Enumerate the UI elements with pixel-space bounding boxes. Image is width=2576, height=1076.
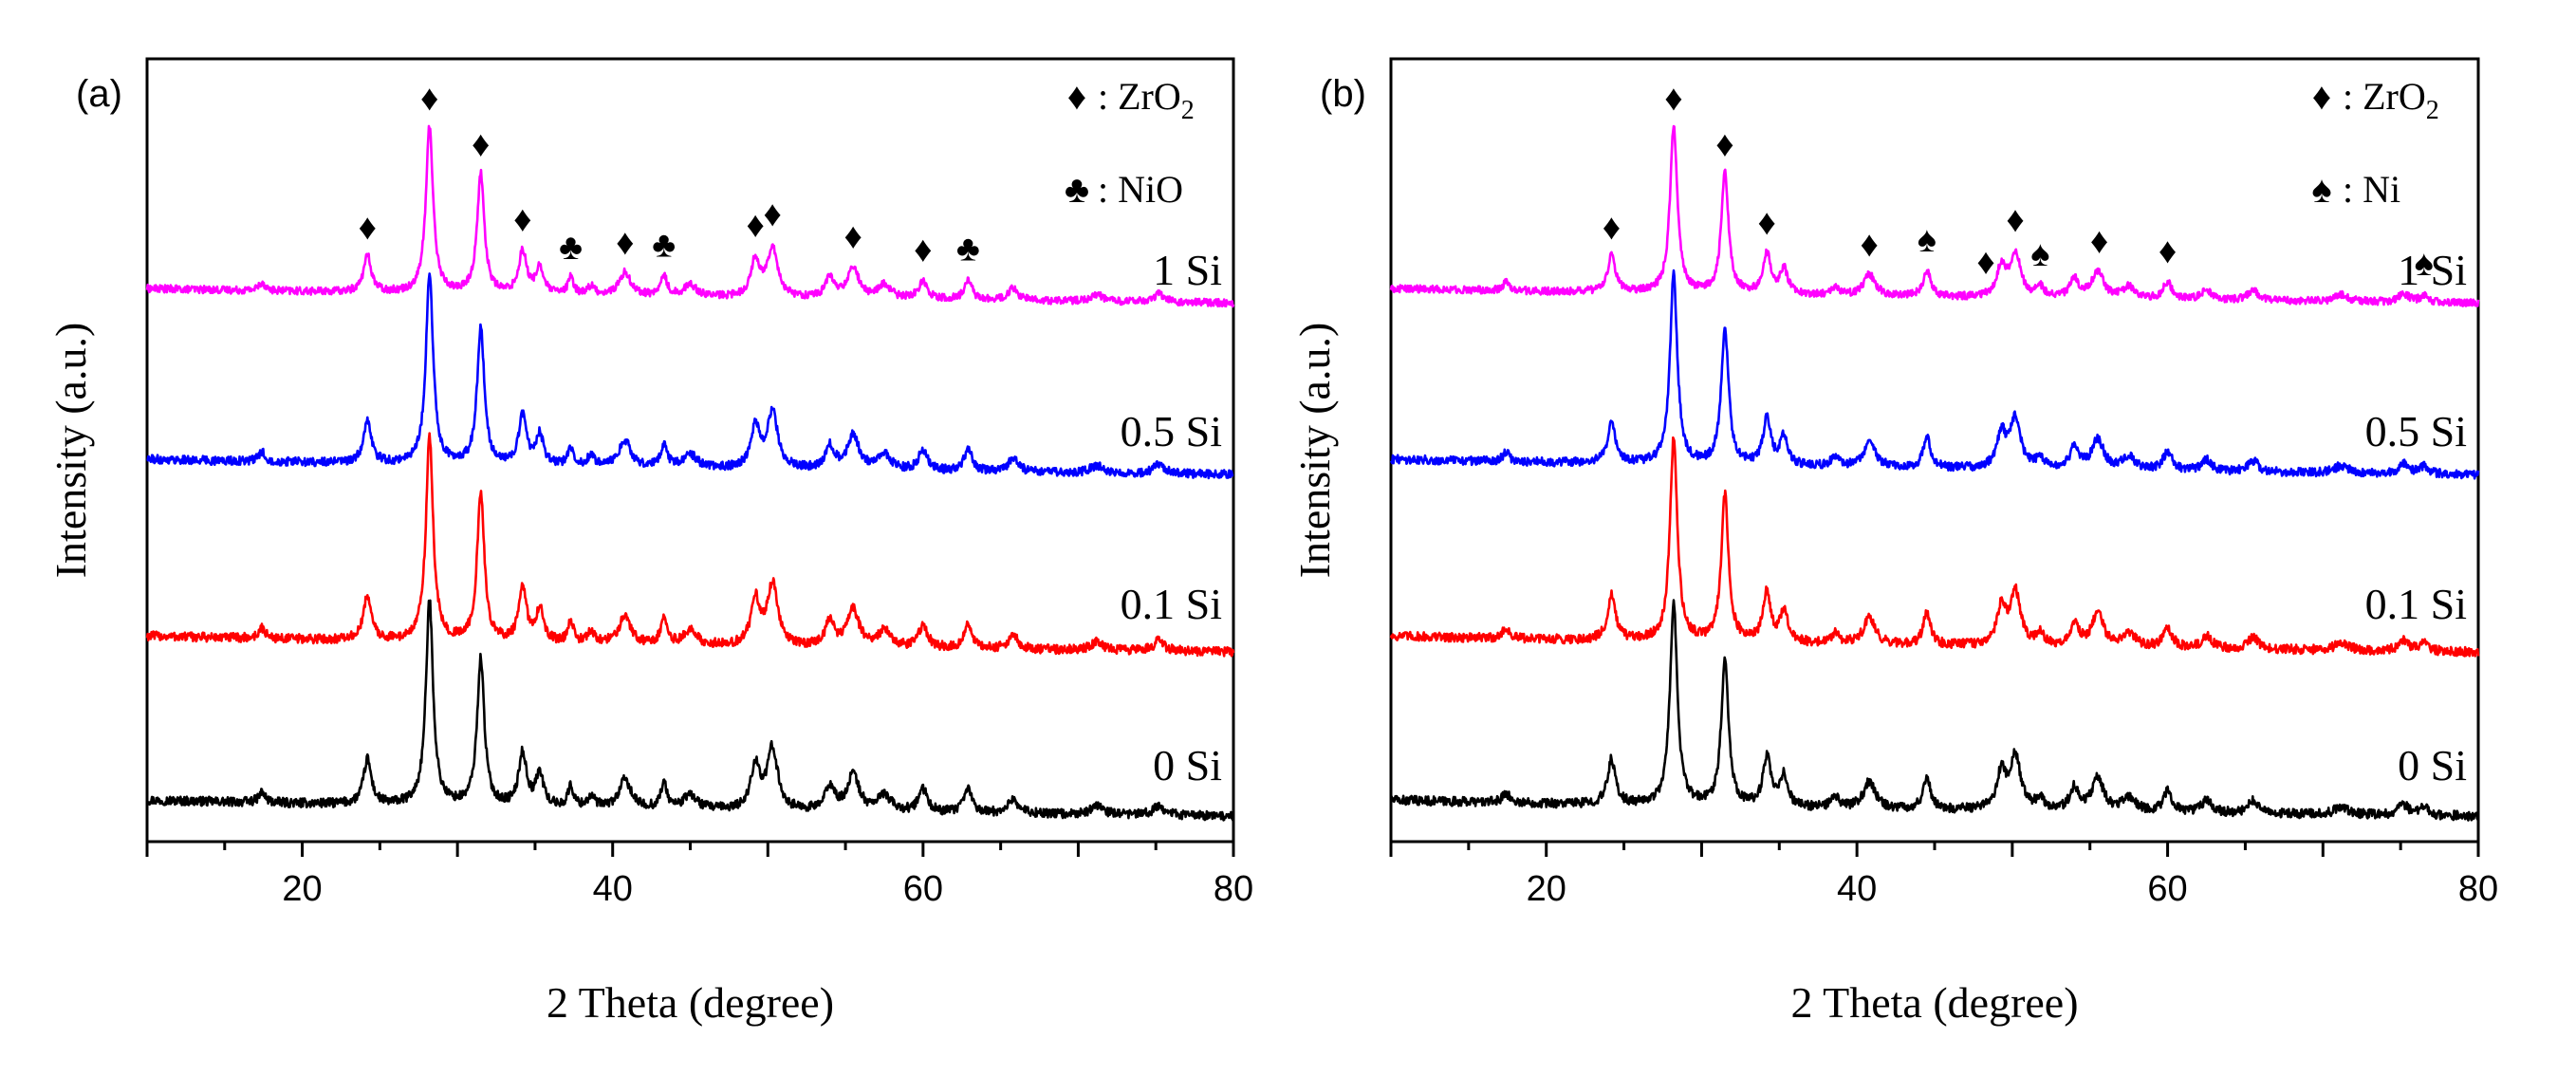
series-label: 0 Si: [1153, 741, 1222, 789]
xrd-pattern-0.5-si: [146, 272, 1234, 480]
legend-symbol: ♦: [2312, 76, 2331, 118]
panel-a: 20 40 60 80 2 Theta (degree) Intensity (a.u.)…: [46, 57, 1253, 1027]
panel-label: (a): [76, 73, 122, 115]
series-label: 1 Si: [2398, 246, 2467, 294]
legend-label: : NiO: [1098, 168, 1183, 211]
zro2-peak-marker: ♦: [1976, 243, 1994, 283]
panel-label: (b): [1320, 73, 1366, 115]
nio-peak-marker: ♣: [652, 226, 676, 266]
x-tick-label: 40: [1837, 869, 1877, 909]
legend-symbol: ♠: [2311, 169, 2331, 211]
zro2-peak-marker: ♦: [472, 124, 490, 164]
y-axis-title: Intensity (a.u.): [1290, 323, 1339, 579]
zro2-peak-marker: ♦: [763, 195, 781, 234]
ni-peak-marker: ♠: [1918, 220, 1937, 260]
series-label: 0.5 Si: [2365, 407, 2467, 455]
xrd-pattern-0.1-si: [1389, 436, 2480, 658]
legend-symbol: ♣: [1065, 169, 1089, 211]
nio-peak-marker: ♣: [956, 229, 980, 269]
nio-peak-marker: ♣: [559, 228, 583, 268]
series-label: 0.5 Si: [1121, 407, 1222, 455]
x-tick-label: 20: [282, 869, 322, 909]
zro2-peak-marker: ♦: [2090, 221, 2108, 261]
zro2-peak-marker: ♦: [2159, 232, 2177, 271]
ni-peak-marker: ♠: [2030, 234, 2049, 274]
zro2-peak-marker: ♦: [844, 216, 862, 256]
series-label: 0.1 Si: [1121, 580, 1222, 628]
series-label: 1 Si: [1153, 246, 1222, 294]
x-axis-title: 2 Theta (degree): [547, 978, 834, 1027]
series-label: 0.1 Si: [2365, 580, 2467, 628]
x-tick-label: 80: [2458, 869, 2498, 909]
xrd-pattern-0-si: [145, 599, 1235, 822]
legend-symbol: ♦: [1067, 76, 1086, 118]
legend-label: : ZrO2: [2343, 75, 2439, 125]
xrd-pattern-0.1-si: [145, 432, 1235, 658]
panel-b: 20 40 60 80 2 Theta (degree) Intensity (a.u.)…: [1290, 57, 2498, 1027]
x-tick-label: 60: [903, 869, 943, 909]
y-axis-title: Intensity (a.u.): [46, 323, 95, 579]
xrd-pattern-0-si: [1389, 599, 2479, 822]
zro2-peak-marker: ♦: [747, 205, 765, 245]
series-label: 0 Si: [2398, 741, 2467, 789]
ni-peak-marker: ♠: [2415, 244, 2434, 284]
zro2-peak-marker: ♦: [2006, 200, 2024, 240]
x-tick-label: 20: [1527, 869, 1566, 909]
zro2-peak-marker: ♦: [1715, 124, 1733, 164]
zro2-peak-marker: ♦: [359, 208, 377, 248]
zro2-peak-marker: ♦: [420, 79, 438, 119]
legend-label: : ZrO2: [1098, 75, 1195, 125]
xrd-pattern-1-si: [145, 124, 1235, 308]
xrd-pattern-0.5-si: [1389, 269, 2480, 480]
x-axis-title: 2 Theta (degree): [1790, 978, 2078, 1027]
zro2-peak-marker: ♦: [914, 230, 932, 269]
zro2-peak-marker: ♦: [1861, 225, 1879, 265]
legend-label: : Ni: [2343, 168, 2400, 211]
x-tick-label: 40: [593, 869, 633, 909]
x-tick-label: 60: [2147, 869, 2187, 909]
zro2-peak-marker: ♦: [616, 223, 634, 263]
zro2-peak-marker: ♦: [513, 199, 531, 239]
zro2-peak-marker: ♦: [1757, 203, 1775, 243]
x-tick-label: 80: [1214, 869, 1253, 909]
zro2-peak-marker: ♦: [1664, 79, 1682, 119]
xrd-pattern-1-si: [1389, 124, 2480, 307]
zro2-peak-marker: ♦: [1603, 208, 1621, 248]
